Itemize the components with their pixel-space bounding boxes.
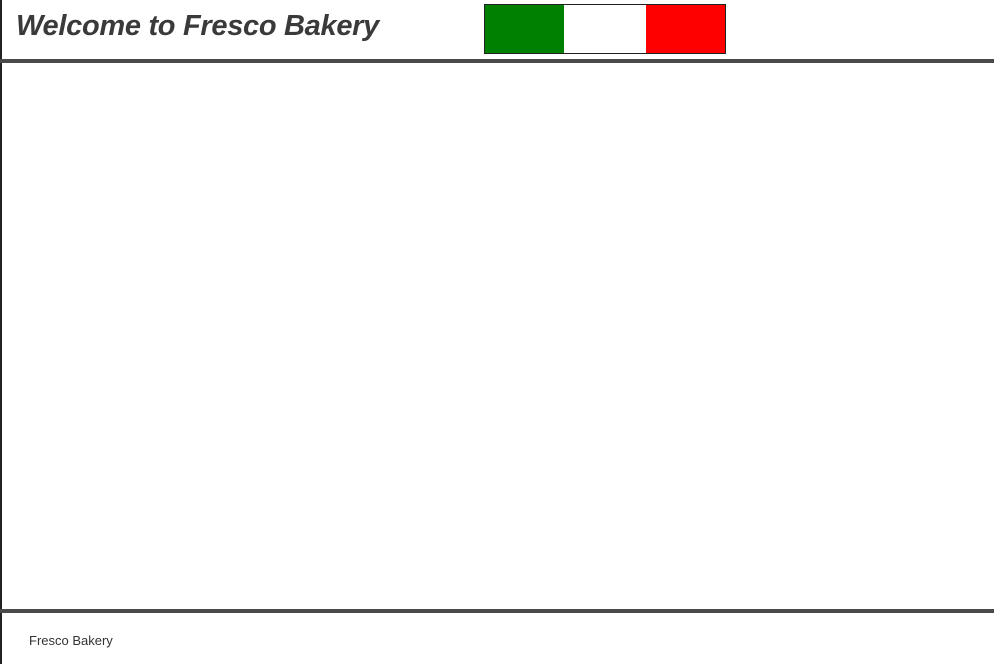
- site-header: Welcome to Fresco Bakery: [0, 0, 994, 60]
- flag-band-red: [646, 5, 725, 53]
- footer-text: Fresco Bakery: [29, 633, 113, 648]
- page-title: Welcome to Fresco Bakery: [16, 10, 379, 42]
- header-divider: [0, 59, 994, 63]
- main-content: [2, 63, 994, 609]
- left-border: [0, 0, 2, 664]
- flag-band-white: [564, 5, 646, 53]
- italian-flag-icon: [484, 4, 726, 54]
- footer-divider: [0, 609, 994, 613]
- site-footer: Fresco Bakery: [0, 613, 994, 664]
- flag-band-green: [485, 5, 564, 53]
